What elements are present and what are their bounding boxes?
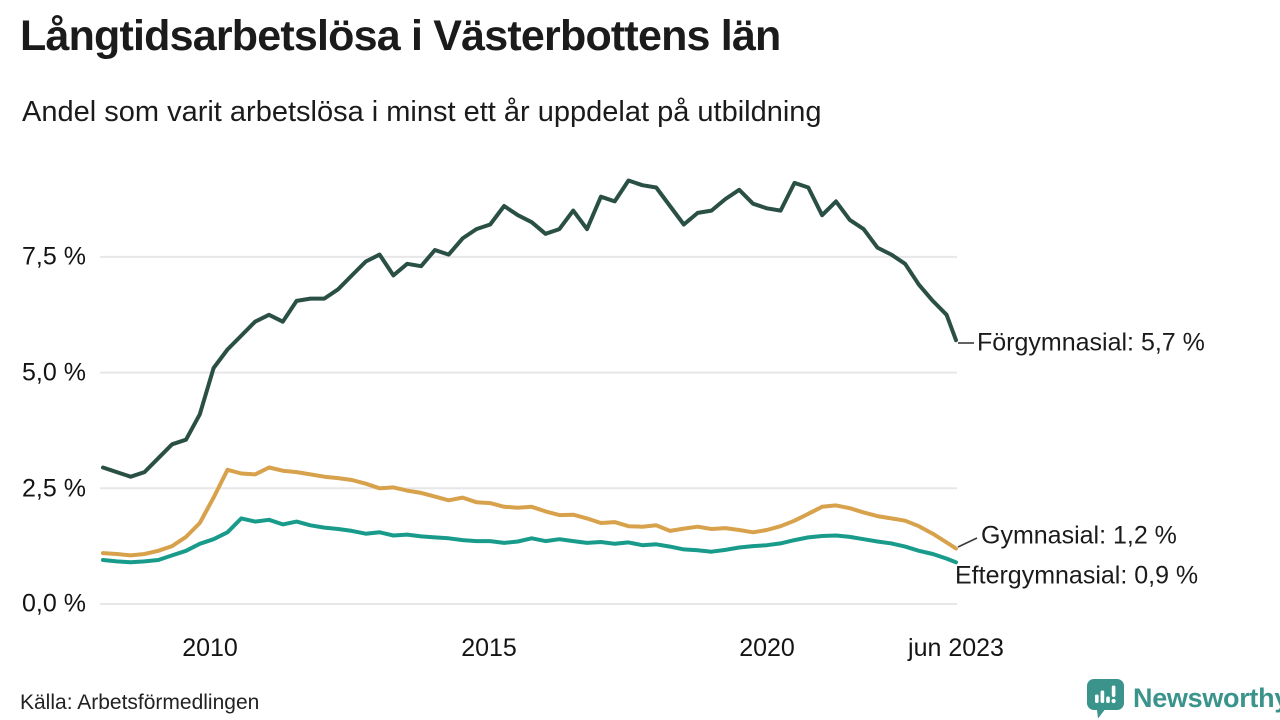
page-title: Långtidsarbetslösa i Västerbottens län xyxy=(20,12,781,60)
newsworthy-logo: Newsworthy xyxy=(1085,677,1280,719)
y-tick-0-0: 0,0 % xyxy=(22,589,86,618)
line-gymnasial xyxy=(101,465,958,558)
y-tick-7-5: 7,5 % xyxy=(22,242,86,271)
x-tick-2015: 2015 xyxy=(461,634,517,662)
line-eftergymnasial xyxy=(101,516,958,565)
line-förgymnasial xyxy=(101,178,958,479)
y-tick-5-0: 5,0 % xyxy=(22,358,86,387)
series-label-eftergymnasial: Eftergymnasial: 0,9 % xyxy=(955,561,1199,590)
series-label-forgymnasial: Förgymnasial: 5,7 % xyxy=(977,328,1205,357)
x-tick-2020: 2020 xyxy=(739,634,795,662)
newsworthy-icon xyxy=(1087,679,1124,719)
series-label-gymnasial: Gymnasial: 1,2 % xyxy=(981,521,1177,550)
label-connector xyxy=(957,537,978,548)
chart-subtitle: Andel som varit arbetslösa i minst ett å… xyxy=(22,96,822,128)
x-tick-jun-2023: jun 2023 xyxy=(908,634,1004,662)
source-note: Källa: Arbetsförmedlingen xyxy=(20,691,260,714)
x-tick-2010: 2010 xyxy=(182,634,238,662)
y-tick-2-5: 2,5 % xyxy=(22,474,86,503)
newsworthy-wordmark: Newsworthy xyxy=(1133,682,1280,713)
